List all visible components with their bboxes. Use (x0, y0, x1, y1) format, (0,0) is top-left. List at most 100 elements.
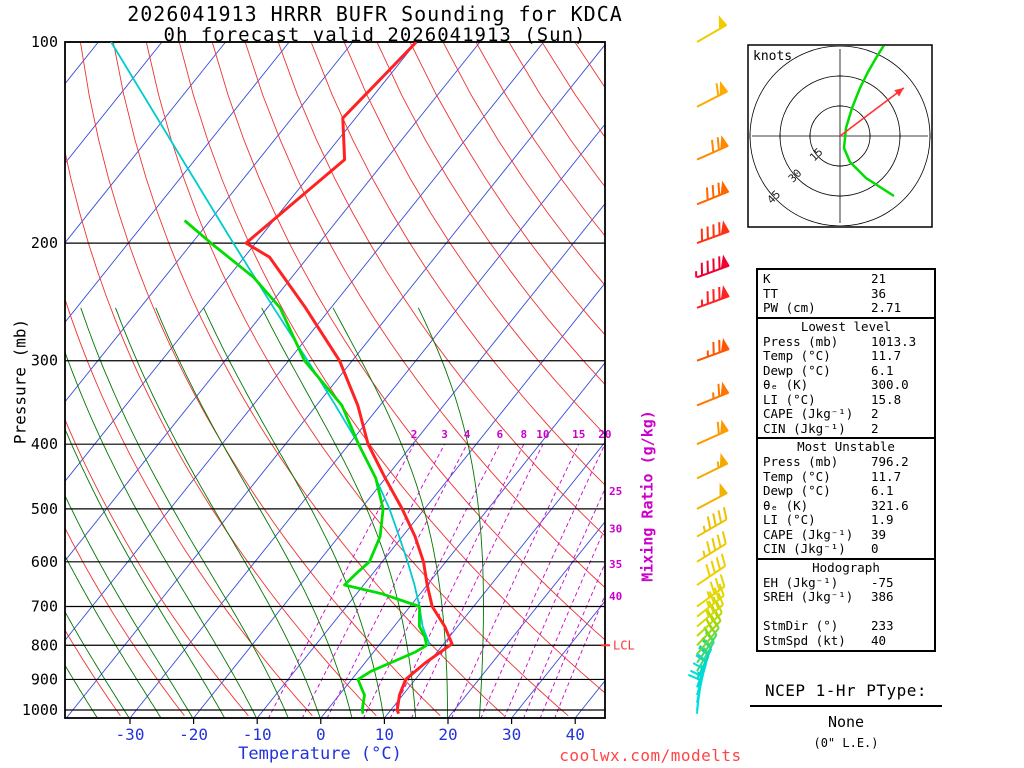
moist-adiabat-line (417, 307, 484, 718)
mixing-ratio-line (301, 443, 445, 718)
index-row: K 21 (758, 271, 934, 287)
mixing-ratio-axis-label: Mixing Ratio (g/kg) (638, 410, 657, 582)
index-row: CAPE (Jkg⁻¹) 39 (758, 526, 934, 543)
moist-adiabat-line (261, 307, 417, 718)
isotherm-line (384, 441, 605, 718)
dry-adiabat-line (65, 629, 121, 716)
lcl-label: LCL (613, 638, 635, 652)
isotherm-line (320, 362, 605, 718)
index-value: 15.8 (871, 391, 902, 407)
index-value: 300.0 (871, 377, 909, 392)
temperature-tick-label: -10 (243, 725, 272, 744)
wind-barb (696, 419, 729, 446)
index-label: Dewp (°C) (763, 483, 831, 498)
index-label: Press (mb) (763, 333, 839, 349)
temperature-axis: -30 -20 -10 0 10 20 30 40 (116, 718, 585, 744)
index-row: StmSpd (kt) 40 (758, 632, 934, 649)
index-value: 39 (871, 526, 887, 542)
index-value: 2 (871, 420, 879, 436)
index-row: θₑ (K) 321.6 (758, 497, 934, 514)
index-label: SREH (Jkg⁻¹) (763, 589, 854, 604)
wind-barb (696, 285, 730, 309)
isotherm-line (65, 42, 226, 244)
pressure-tick-label: 200 (31, 234, 58, 252)
index-label: θₑ (K) (763, 377, 809, 392)
index-label: CAPE (Jkg⁻¹) (763, 406, 854, 421)
index-row: Press (mb) 1013.3 (758, 333, 934, 350)
index-value: 6.1 (871, 483, 894, 498)
index-row: Press (mb) 796.2 (758, 454, 934, 470)
index-value: 6.1 (871, 362, 894, 378)
dry-adiabat-line (112, 42, 505, 717)
temperature-tick-label: 20 (438, 725, 457, 744)
index-label: K (763, 271, 771, 286)
wind-barb (696, 180, 730, 206)
index-label: StmSpd (kt) (763, 632, 846, 648)
dry-adiabat-line (79, 42, 441, 717)
storm-motion-vector (839, 87, 905, 137)
ptype-value: None (827, 713, 865, 731)
mixing-ratio-line (268, 443, 415, 718)
index-value: 2 (871, 406, 879, 421)
index-row: θₑ (K) 300.0 (758, 377, 934, 393)
pressure-axis-label: Pressure (mb) (10, 318, 30, 445)
index-value: 1.9 (871, 512, 894, 527)
wind-barb (696, 583, 725, 618)
isotherm-line (65, 42, 544, 641)
index-row: StmDir (°) 233 (758, 618, 934, 634)
mixing-ratio-line (411, 444, 544, 718)
dry-adiabat-line (65, 527, 185, 716)
dry-adiabat-line (310, 42, 605, 486)
temperature-tick-label: 30 (502, 725, 521, 744)
mixing-ratio-value-label: 40 (609, 590, 622, 603)
temperature-tick-label: 0 (316, 725, 326, 744)
isotherm-line (65, 42, 290, 323)
pressure-tick-label: 1000 (22, 701, 58, 719)
index-row: SREH (Jkg⁻¹) 386 (758, 589, 934, 605)
index-value: 11.7 (871, 468, 902, 484)
index-row: Dewp (°C) 6.1 (758, 483, 934, 499)
pressure-tick-label: 700 (31, 598, 58, 616)
index-row: CAPE (Jkg⁻¹) 2 (758, 406, 934, 422)
index-label (763, 605, 871, 620)
ptype-panel: NCEP 1-Hr PType: None (0" L.E.) (750, 681, 942, 750)
index-row: Temp (°C) 11.7 (758, 348, 934, 364)
index-row (758, 605, 934, 620)
ptype-note: (0" L.E.) (813, 736, 879, 750)
pressure-tick-label: 100 (31, 33, 58, 51)
dry-adiabat-line (376, 42, 605, 386)
wind-barb (696, 220, 730, 245)
index-value: 40 (871, 632, 887, 648)
mixing-ratio-line (539, 562, 605, 718)
pressure-tick-label: 400 (31, 435, 58, 453)
wind-barb-column (687, 15, 730, 714)
mixing-ratio-value-label: 30 (609, 523, 622, 536)
isotherm-line (65, 42, 354, 403)
index-label: CIN (Jkg⁻¹) (763, 420, 846, 436)
mixing-ratio-value-label: 3 (441, 428, 448, 441)
wind-barb (696, 531, 727, 563)
index-value: -75 (871, 574, 894, 590)
plot-border (64, 41, 606, 719)
index-label: θₑ (K) (763, 497, 809, 513)
index-label: Temp (°C) (763, 468, 831, 484)
temperature-axis-label: Temperature (°C) (238, 744, 402, 764)
mixing-ratio-value-label: 4 (464, 428, 471, 441)
hodograph-knots-label: knots (753, 49, 793, 64)
wind-barb (696, 381, 730, 407)
mixing-ratio-line (554, 594, 605, 718)
moist-adiabat-line (80, 307, 289, 718)
dry-adiabat-line (277, 42, 605, 537)
isotherm-line (65, 42, 481, 562)
wind-barb (695, 254, 730, 279)
dry-adiabat-line (145, 42, 569, 717)
index-row: TT 36 (758, 286, 934, 302)
watermark-link[interactable]: coolwx.com/modelts (559, 746, 742, 765)
dry-adiabat-line (65, 418, 249, 716)
index-row: Dewp (°C) 6.1 (758, 362, 934, 379)
temperature-tick-label: 40 (566, 725, 585, 744)
temperature-tick-label: 10 (375, 725, 394, 744)
parcel-trace (110, 42, 431, 646)
index-label: Temp (°C) (763, 348, 831, 363)
